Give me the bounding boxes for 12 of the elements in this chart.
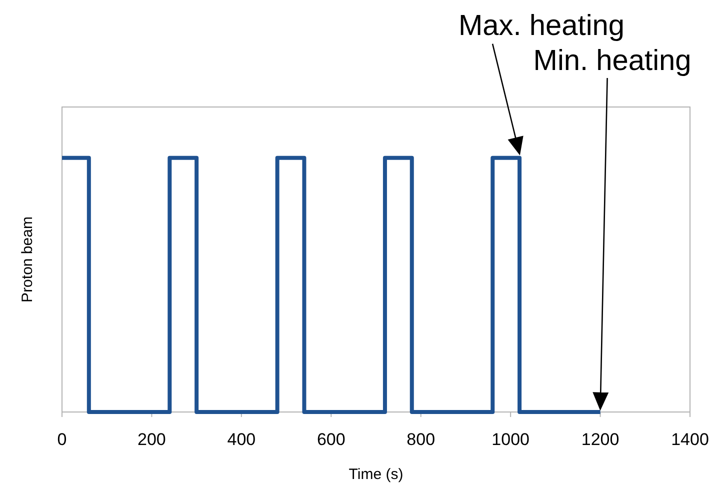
x-tick-label: 1000 <box>492 430 530 449</box>
x-axis-title: Time (s) <box>348 466 404 483</box>
x-tick-label: 1400 <box>671 430 709 449</box>
y-axis-title: Proton beam <box>19 216 36 302</box>
x-tick-label: 1200 <box>581 430 620 449</box>
text: Max. heating <box>458 10 625 42</box>
x-tick-label: 0 <box>57 430 67 449</box>
x-tick-label: 600 <box>316 430 346 449</box>
x-tick-label: 200 <box>138 430 166 449</box>
x-tick-label: 400 <box>227 430 256 449</box>
x-tick-label: 800 <box>406 430 436 449</box>
text: Min. heating <box>533 45 692 77</box>
